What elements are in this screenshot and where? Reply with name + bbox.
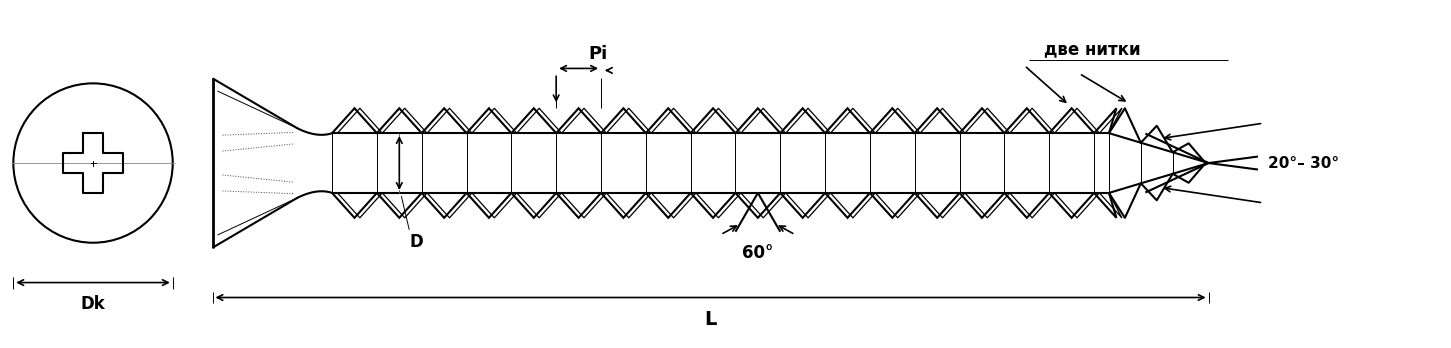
Text: Dk: Dk [81, 294, 106, 313]
Text: две нитки: две нитки [1045, 40, 1140, 58]
Text: L: L [704, 310, 717, 330]
Text: Pi: Pi [589, 46, 608, 63]
Text: 20°– 30°: 20°– 30° [1268, 156, 1339, 171]
Text: D: D [409, 233, 424, 251]
Text: 60°: 60° [741, 244, 773, 262]
